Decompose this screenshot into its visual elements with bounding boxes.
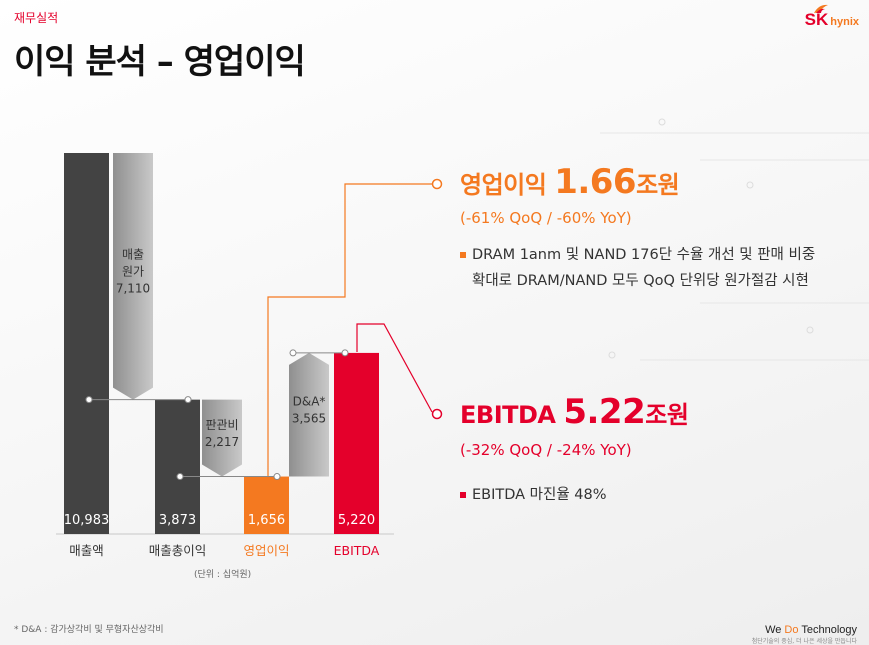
change-block-label: 3,565 (292, 412, 326, 426)
decorative-lines (600, 118, 869, 361)
logo-butterfly-icon (814, 4, 828, 13)
bar-value-label: 1,656 (248, 513, 285, 528)
operating-profit-change: (-61% QoQ / -60% YoY) (460, 209, 632, 227)
change-block-label: 판관비 (205, 418, 238, 432)
bar-4 (334, 352, 379, 534)
operating-profit-name: 영업이익 (460, 171, 547, 199)
ebitda-bullet: EBITDA 마진율 48% (460, 482, 607, 508)
operating-profit-bullet-line2: 확대로 DRAM/NAND 모두 QoQ 단위당 원가절감 시현 (472, 273, 809, 289)
deco-dot (658, 118, 666, 126)
ebitda-unit: 조원 (645, 401, 689, 429)
category-label: 매출액 (69, 543, 104, 558)
chart-unit-note: (단위 : 십억원) (194, 570, 252, 580)
connector-dot (85, 396, 93, 404)
bullet-square-icon (460, 252, 466, 258)
deco-dot (806, 326, 814, 334)
tagline: We Do Technology 첨단기술의 중심, 더 나은 세상을 만듭니다 (752, 624, 857, 645)
connector-dot (176, 473, 184, 481)
bullet-square-icon (460, 492, 466, 498)
category-label: EBITDA (334, 543, 380, 558)
connector-dot (273, 473, 281, 481)
bar-1 (64, 153, 109, 534)
change-block-label: 2,217 (205, 435, 239, 449)
bar-value-label: 10,983 (64, 513, 110, 528)
ebitda-value: 5.22 (563, 392, 646, 432)
bar-2 (155, 399, 200, 534)
operating-profit-bullet-line1: DRAM 1anm 및 NAND 176단 수율 개선 및 판매 비중 (472, 247, 816, 263)
logo-hynix-text: hynix (830, 16, 859, 28)
tagline-tech: Technology (798, 624, 857, 636)
logo-sk-text: SK (804, 10, 829, 29)
bar-value-label: 3,873 (159, 513, 196, 528)
sk-hynix-logo: SK hynix (804, 4, 859, 30)
tagline-sub: 첨단기술의 중심, 더 나은 세상을 만듭니다 (751, 638, 857, 645)
section-label: 재무실적 (14, 11, 59, 25)
operating-profit-unit: 조원 (636, 171, 680, 199)
ebitda-callout-dot (431, 408, 443, 420)
ebitda-headline: EBITDA 5.22조원 (460, 392, 689, 432)
operating-profit-bullet: DRAM 1anm 및 NAND 176단 수율 개선 및 판매 비중 확대로 … (460, 242, 815, 294)
connector-dot (341, 349, 349, 357)
ebitda-change: (-32% QoQ / -24% YoY) (460, 441, 632, 459)
category-label: 영업이익 (243, 543, 289, 558)
connector-dot (184, 396, 192, 404)
page-title: 이익 분석 – 영업이익 (14, 42, 306, 82)
tagline-we: We (765, 624, 785, 636)
deco-dot (746, 181, 754, 189)
category-label: 매출총이익 (149, 543, 207, 558)
deco-dot (608, 351, 616, 359)
operating-profit-value: 1.66 (554, 162, 637, 202)
operating-profit-callout-line (267, 183, 432, 476)
bar-value-label: 5,220 (338, 513, 375, 528)
change-block-2 (202, 399, 242, 477)
change-block-label: D&A* (293, 395, 326, 409)
footnote: * D&A : 감가상각비 및 무형자산상각비 (14, 625, 164, 635)
change-block-3 (289, 352, 329, 477)
change-block-label: 7,110 (116, 281, 150, 295)
tagline-do: Do (784, 624, 799, 636)
connector-dot (289, 349, 297, 357)
change-block-label: 매출 (122, 247, 144, 261)
change-block-1 (113, 153, 153, 400)
operating-profit-headline: 영업이익 1.66조원 (460, 162, 680, 202)
change-block-label: 원가 (122, 264, 144, 278)
ebitda-bullet-text: EBITDA 마진율 48% (472, 487, 607, 503)
bar-3 (244, 476, 289, 534)
ebitda-name: EBITDA (460, 401, 556, 429)
operating-profit-callout-dot (431, 178, 443, 190)
ebitda-callout-line (356, 323, 433, 413)
